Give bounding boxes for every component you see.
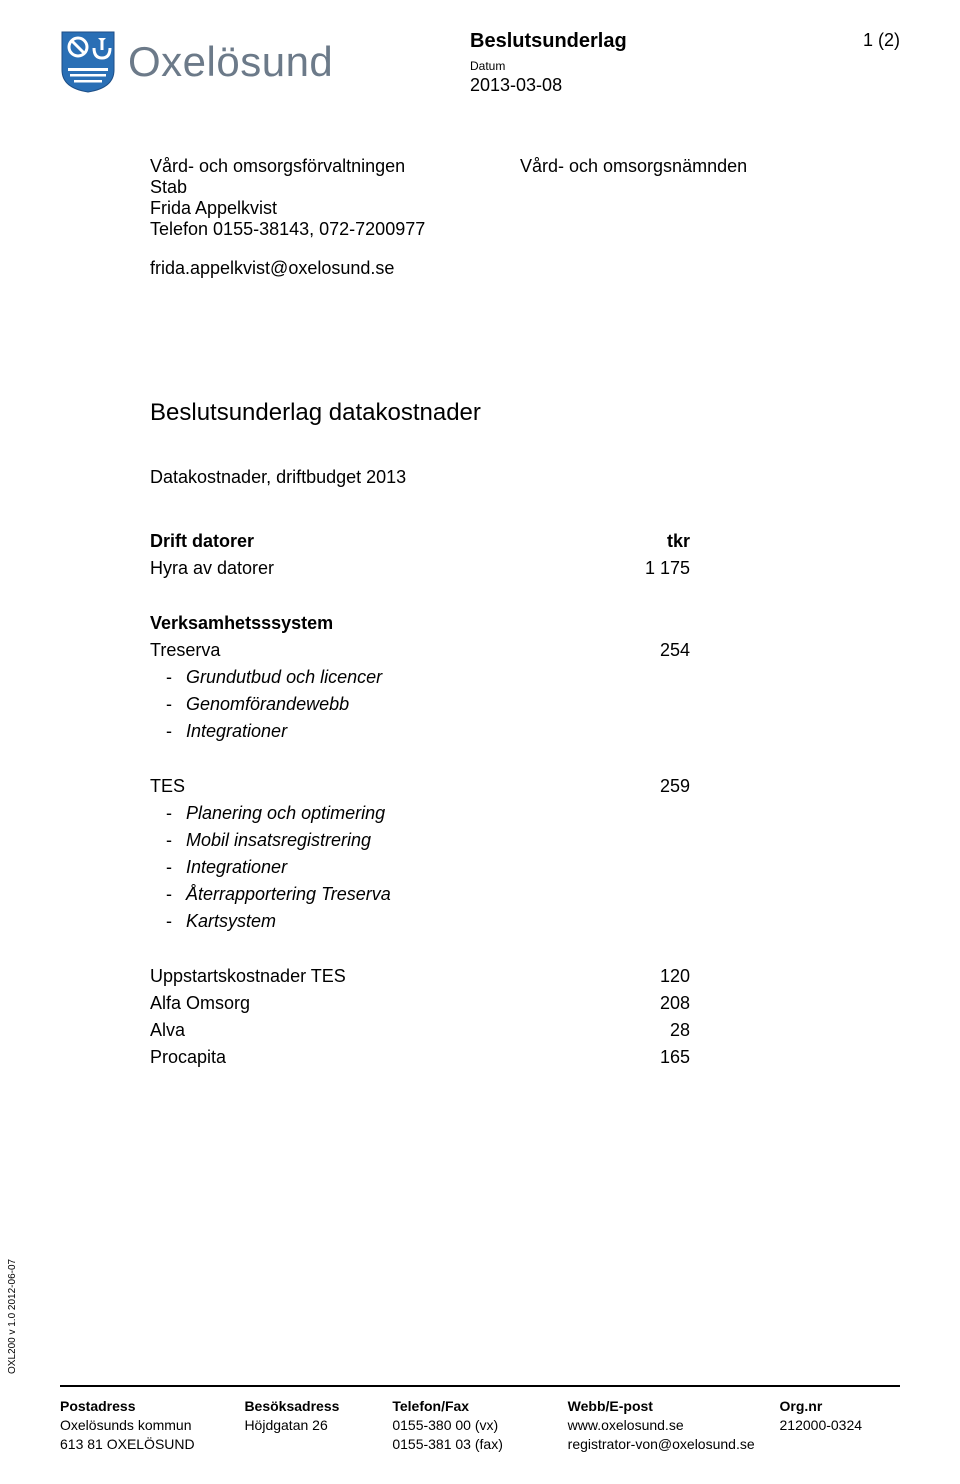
row-label: Alfa Omsorg	[150, 993, 250, 1014]
table-row: Uppstartskostnader TES 120	[150, 963, 690, 990]
logo-shield-icon	[60, 30, 116, 94]
footer-col-line: 212000-0324	[780, 1416, 881, 1435]
footer-col-line: Oxelösunds kommun	[60, 1416, 224, 1435]
footer-col: Besöksadress Höjdgatan 26	[244, 1397, 392, 1454]
footer-col-line: 0155-380 00 (vx)	[392, 1416, 547, 1435]
section-header: Verksamhetsssystem	[150, 613, 333, 634]
date-value: 2013-03-08	[470, 75, 627, 96]
sender-left: Vård- och omsorgsförvaltningen Stab Frid…	[150, 156, 520, 240]
footer-col: Webb/E-post www.oxelosund.se registrator…	[568, 1397, 780, 1454]
table-row: Hyra av datorer 1 175	[150, 555, 690, 582]
header-meta: Beslutsunderlag Datum 2013-03-08	[470, 30, 627, 96]
header-right: Beslutsunderlag Datum 2013-03-08 1 (2)	[470, 30, 900, 96]
date-label: Datum	[470, 59, 627, 73]
logo-wordmark: Oxelösund	[128, 38, 333, 86]
table-row: Alva 28	[150, 1017, 690, 1044]
sub-item: Integrationer	[150, 854, 690, 881]
drift-header-right: tkr	[667, 531, 690, 552]
row-label: Alva	[150, 1020, 185, 1041]
footer-col-header: Telefon/Fax	[392, 1397, 547, 1416]
footer-col-line: 613 81 OXELÖSUND	[60, 1435, 224, 1454]
side-code: OXL200 v 1.0 2012-06-07	[7, 1259, 18, 1374]
subheading: Datakostnader, driftbudget 2013	[150, 467, 900, 488]
footer-col-line: www.oxelosund.se	[568, 1416, 760, 1435]
verksamhet-header: Verksamhetsssystem	[150, 610, 690, 637]
sender-line3: Frida Appelkvist	[150, 198, 520, 219]
sub-item: Planering och optimering	[150, 800, 690, 827]
header-row: Oxelösund Beslutsunderlag Datum 2013-03-…	[60, 30, 900, 96]
row-label: Uppstartskostnader TES	[150, 966, 346, 987]
sub-item: Genomförandewebb	[150, 691, 690, 718]
sub-item-label: Integrationer	[186, 857, 287, 878]
footer-divider	[60, 1385, 900, 1387]
sub-item: Mobil insatsregistrering	[150, 827, 690, 854]
drift-header: Drift datorer tkr	[150, 528, 690, 555]
logo-block: Oxelösund	[60, 30, 333, 94]
row-value: 259	[660, 776, 690, 797]
table-row: Treserva 254	[150, 637, 690, 664]
footer-col-line: Höjdgatan 26	[244, 1416, 372, 1435]
footer-columns: Postadress Oxelösunds kommun 613 81 OXEL…	[60, 1397, 900, 1454]
sender-line1: Vård- och omsorgsförvaltningen	[150, 156, 520, 177]
row-value: 120	[660, 966, 690, 987]
sub-item-label: Återrapportering Treserva	[186, 884, 391, 905]
sub-item-label: Kartsystem	[186, 911, 276, 932]
row-label: Treserva	[150, 640, 220, 661]
sub-item-label: Grundutbud och licencer	[186, 667, 382, 688]
page: Oxelösund Beslutsunderlag Datum 2013-03-…	[0, 0, 960, 1484]
sub-item: Grundutbud och licencer	[150, 664, 690, 691]
data-table: Drift datorer tkr Hyra av datorer 1 175 …	[150, 528, 690, 1071]
sub-item: Integrationer	[150, 718, 690, 745]
table-row: Procapita 165	[150, 1044, 690, 1071]
page-indicator: 1 (2)	[863, 30, 900, 51]
footer-col: Postadress Oxelösunds kommun 613 81 OXEL…	[60, 1397, 244, 1454]
footer-col-header: Webb/E-post	[568, 1397, 760, 1416]
sender-email: frida.appelkvist@oxelosund.se	[150, 258, 900, 279]
sub-item-label: Mobil insatsregistrering	[186, 830, 371, 851]
row-value: 28	[670, 1020, 690, 1041]
row-value: 165	[660, 1047, 690, 1068]
row-label: Procapita	[150, 1047, 226, 1068]
drift-header-left: Drift datorer	[150, 531, 254, 552]
footer-col: Org.nr 212000-0324	[780, 1397, 901, 1454]
table-row: TES 259	[150, 773, 690, 800]
table-row: Alfa Omsorg 208	[150, 990, 690, 1017]
sub-item: Återrapportering Treserva	[150, 881, 690, 908]
footer-col-line: registrator-von@oxelosund.se	[568, 1435, 760, 1454]
footer-col: Telefon/Fax 0155-380 00 (vx) 0155-381 03…	[392, 1397, 567, 1454]
recipient: Vård- och omsorgsnämnden	[520, 156, 747, 240]
doc-type: Beslutsunderlag	[470, 30, 627, 53]
row-label: TES	[150, 776, 185, 797]
sender-line2: Stab	[150, 177, 520, 198]
row-value: 1 175	[645, 558, 690, 579]
footer-col-header: Postadress	[60, 1397, 224, 1416]
sub-item: Kartsystem	[150, 908, 690, 935]
row-value: 254	[660, 640, 690, 661]
sub-item-label: Planering och optimering	[186, 803, 385, 824]
document-title: Beslutsunderlag datakostnader	[150, 399, 900, 427]
sub-item-label: Integrationer	[186, 721, 287, 742]
row-value: 208	[660, 993, 690, 1014]
footer-col-header: Besöksadress	[244, 1397, 372, 1416]
footer: Postadress Oxelösunds kommun 613 81 OXEL…	[60, 1385, 900, 1454]
sub-item-label: Genomförandewebb	[186, 694, 349, 715]
footer-col-header: Org.nr	[780, 1397, 881, 1416]
sender-line4: Telefon 0155-38143, 072-7200977	[150, 219, 520, 240]
footer-col-line: 0155-381 03 (fax)	[392, 1435, 547, 1454]
sender-block: Vård- och omsorgsförvaltningen Stab Frid…	[150, 156, 900, 240]
row-label: Hyra av datorer	[150, 558, 274, 579]
